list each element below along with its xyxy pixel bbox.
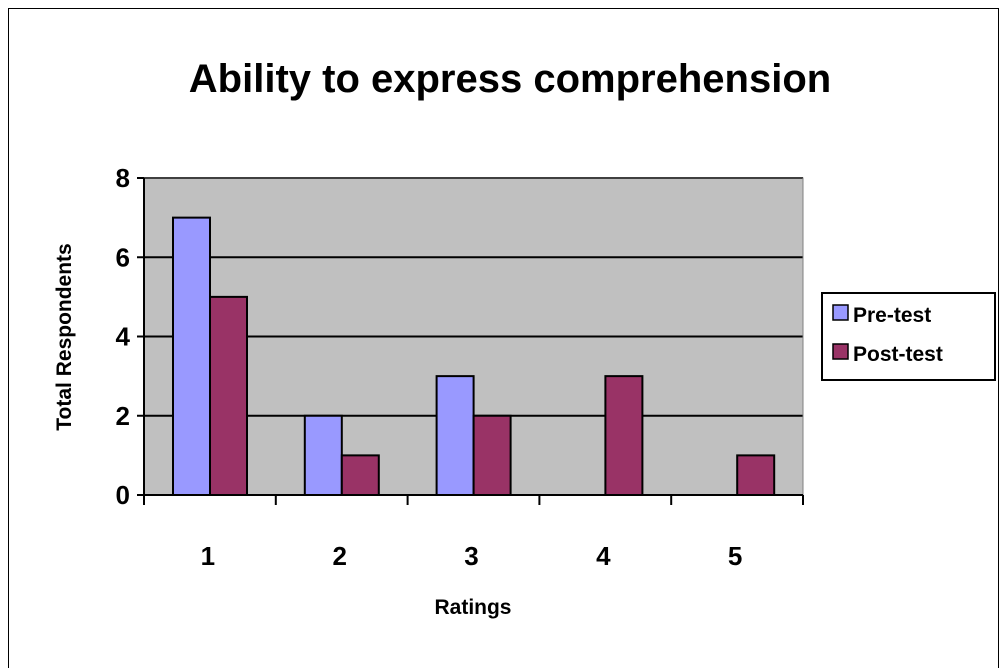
chart-frame <box>8 8 999 668</box>
legend-swatch-pre-test <box>832 304 849 321</box>
y-tick-label: 8 <box>116 163 130 193</box>
bar-post-test-1 <box>209 295 248 496</box>
bar-pre-test-1 <box>172 216 211 496</box>
x-tick-label: 1 <box>201 541 215 571</box>
y-tick-label: 6 <box>116 242 130 272</box>
axes <box>137 177 804 505</box>
y-tick-labels: 0 2 4 6 8 <box>116 163 131 510</box>
legend: Pre-test Post-test <box>821 292 996 381</box>
bar-pre-test-2 <box>303 414 343 496</box>
legend-label-post-test: Post-test <box>853 343 943 366</box>
bars <box>172 216 776 496</box>
x-tick-label: 5 <box>728 541 742 571</box>
legend-box <box>821 292 996 381</box>
legend-label-pre-test: Pre-test <box>853 304 931 327</box>
x-tick-label: 3 <box>464 541 478 571</box>
x-tick-label: 4 <box>596 541 611 571</box>
x-tick-label: 2 <box>332 541 346 571</box>
y-tick-label: 4 <box>116 322 131 352</box>
bar-pre-test-3 <box>435 375 475 496</box>
bar-post-test-5 <box>736 454 776 496</box>
chart-title: Ability to express comprehension <box>189 57 831 101</box>
y-tick-label: 0 <box>116 480 130 510</box>
legend-swatch-post-test <box>832 343 849 360</box>
bar-post-test-2 <box>340 454 380 496</box>
y-axis-label: Total Respondents <box>53 243 76 430</box>
bar-post-test-4 <box>604 375 644 496</box>
x-tick-labels: 1 2 3 4 5 <box>201 541 743 571</box>
bar-post-test-3 <box>472 414 512 496</box>
x-axis-label: Ratings <box>434 596 511 619</box>
y-tick-label: 2 <box>116 401 130 431</box>
